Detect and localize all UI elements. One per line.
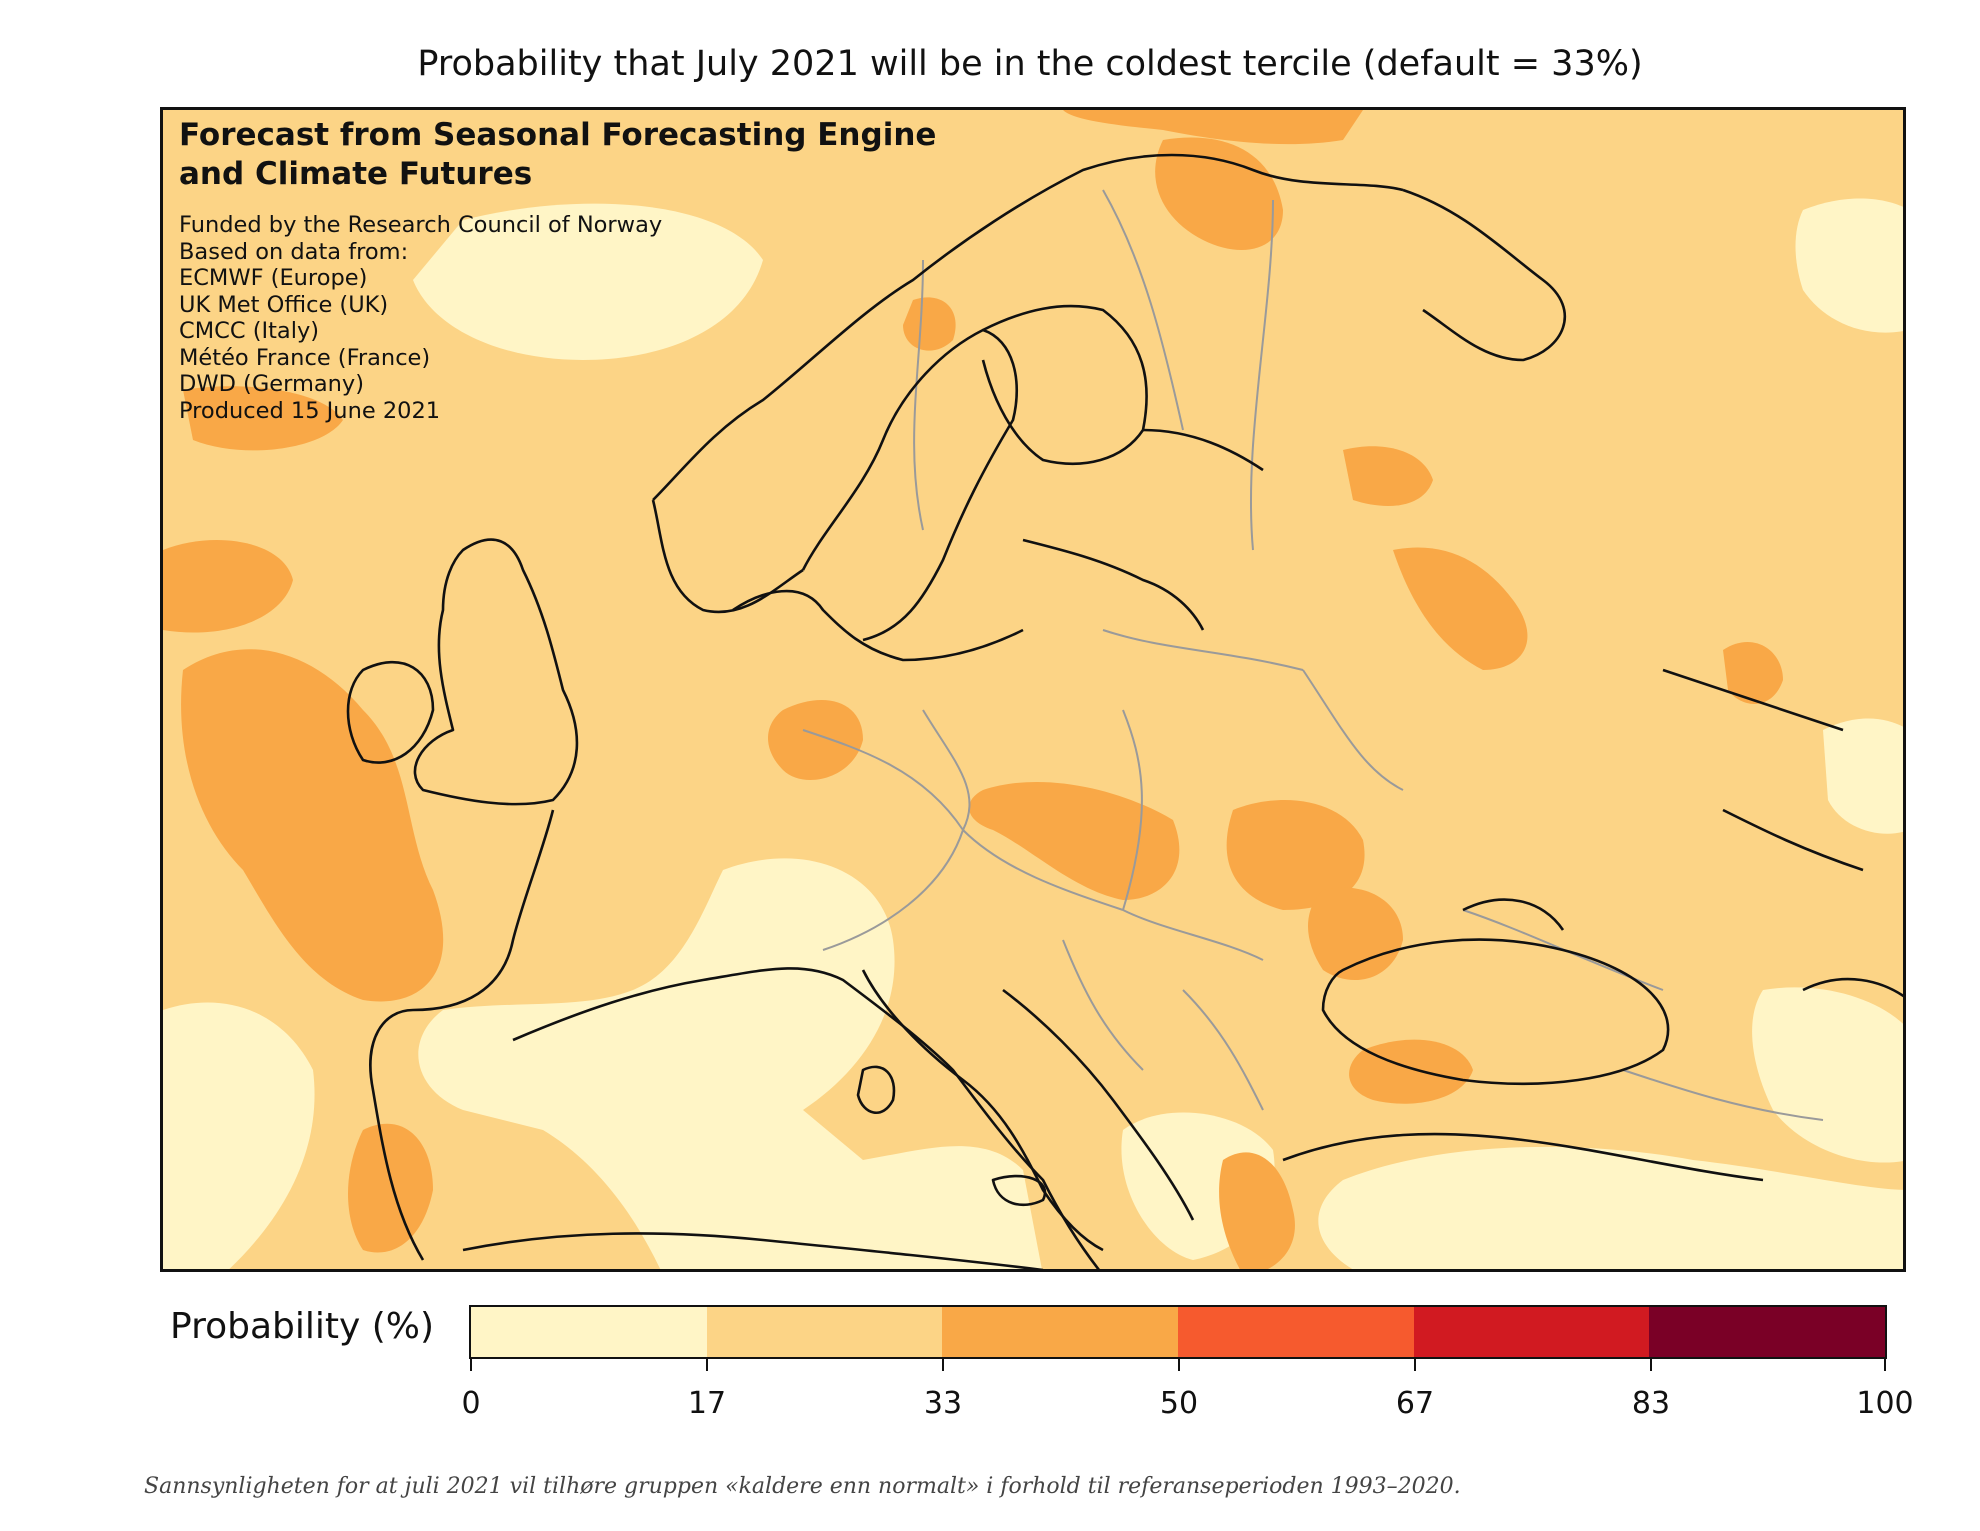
colorbar-tick-label: 0 — [461, 1386, 481, 1421]
region-high-russia-west — [1393, 547, 1528, 670]
colorbar-tick — [706, 1359, 708, 1371]
region-high-volga — [1723, 641, 1783, 704]
colorbar-tick-label: 67 — [1395, 1386, 1435, 1421]
colorbar-bin-50-67 — [1178, 1307, 1414, 1357]
credit-line: UK Met Office (UK) — [179, 291, 389, 318]
map-heading: Forecast from Seasonal Forecasting Engin… — [179, 116, 936, 194]
forecast-map: Forecast from Seasonal Forecasting Engin… — [160, 107, 1906, 1272]
colorbar-tick-label: 100 — [1856, 1386, 1914, 1421]
credit-line: Météo France (France) — [179, 344, 431, 371]
colorbar-bin-0-17 — [471, 1307, 707, 1357]
colorbar-tick — [1414, 1359, 1416, 1371]
probability-regions — [163, 110, 1903, 1269]
region-high-baltic-east — [1343, 446, 1433, 506]
colorbar — [469, 1305, 1887, 1359]
region-high-atlantic — [181, 649, 444, 1002]
colorbar-tick — [470, 1359, 472, 1371]
colorbar-tick-label: 33 — [923, 1386, 963, 1421]
region-high-poland-germany — [969, 781, 1180, 900]
region-high-ukraine-north — [1226, 800, 1365, 910]
credit-line: DWD (Germany) — [179, 371, 365, 397]
map-canvas — [163, 110, 1903, 1269]
region-high-greece — [1219, 1152, 1295, 1269]
region-low-atlantic-north — [413, 203, 763, 360]
colorbar-tick — [942, 1359, 944, 1371]
colorbar-bin-33-50 — [942, 1307, 1179, 1357]
region-high-north-sea — [768, 700, 863, 780]
region-high-kola — [1155, 137, 1283, 250]
credit-line: ECMWF (Europe) — [179, 265, 368, 291]
credit-line: Funded by the Research Council of Norway — [179, 212, 663, 238]
region-low-east-russia — [1823, 718, 1903, 834]
credit-line: Based on data from: — [179, 238, 409, 265]
coastlines — [346, 153, 1903, 1269]
figure-caption: Sannsynligheten for at juli 2021 vil til… — [144, 1474, 1461, 1499]
region-low-turkey — [1318, 1146, 1903, 1269]
map-heading-line-1: Forecast from Seasonal Forecasting Engin… — [179, 117, 937, 153]
colorbar-label: Probability (%) — [170, 1306, 435, 1347]
region-high-black-sea-south — [1349, 1039, 1473, 1104]
region-low-west-coast — [163, 1002, 315, 1269]
region-high-atlantic-west — [163, 540, 293, 633]
region-low-northeast — [1795, 198, 1903, 333]
credit-line: Produced 15 June 2021 — [179, 397, 441, 424]
colorbar-tick — [1650, 1359, 1652, 1371]
region-high-black-sea — [1308, 887, 1403, 980]
colorbar-bin-83-100 — [1649, 1307, 1886, 1357]
map-heading-line-2: and Climate Futures — [179, 156, 533, 192]
region-high-north-atlantic — [183, 386, 343, 451]
colorbar-bin-17-33 — [706, 1307, 943, 1357]
region-high-arctic — [1063, 110, 1363, 145]
colorbar-bin-67-83 — [1413, 1307, 1650, 1357]
region-high-iberia-sw — [348, 1123, 433, 1253]
colorbar-tick — [1178, 1359, 1180, 1371]
colorbar-tick-label: 83 — [1631, 1386, 1671, 1421]
credit-line: CMCC (Italy) — [179, 318, 320, 344]
chart-title: Probability that July 2021 will be in th… — [417, 44, 1643, 84]
colorbar-tick-label: 17 — [687, 1386, 727, 1421]
colorbar-tick-label: 50 — [1159, 1386, 1199, 1421]
colorbar-tick — [1884, 1359, 1886, 1371]
region-low-caspian — [1752, 987, 1903, 1163]
region-low-iberia-france — [418, 858, 1042, 1269]
region-high-norway-sea — [903, 297, 956, 351]
map-credits: Funded by the Research Council of Norway… — [179, 212, 662, 424]
